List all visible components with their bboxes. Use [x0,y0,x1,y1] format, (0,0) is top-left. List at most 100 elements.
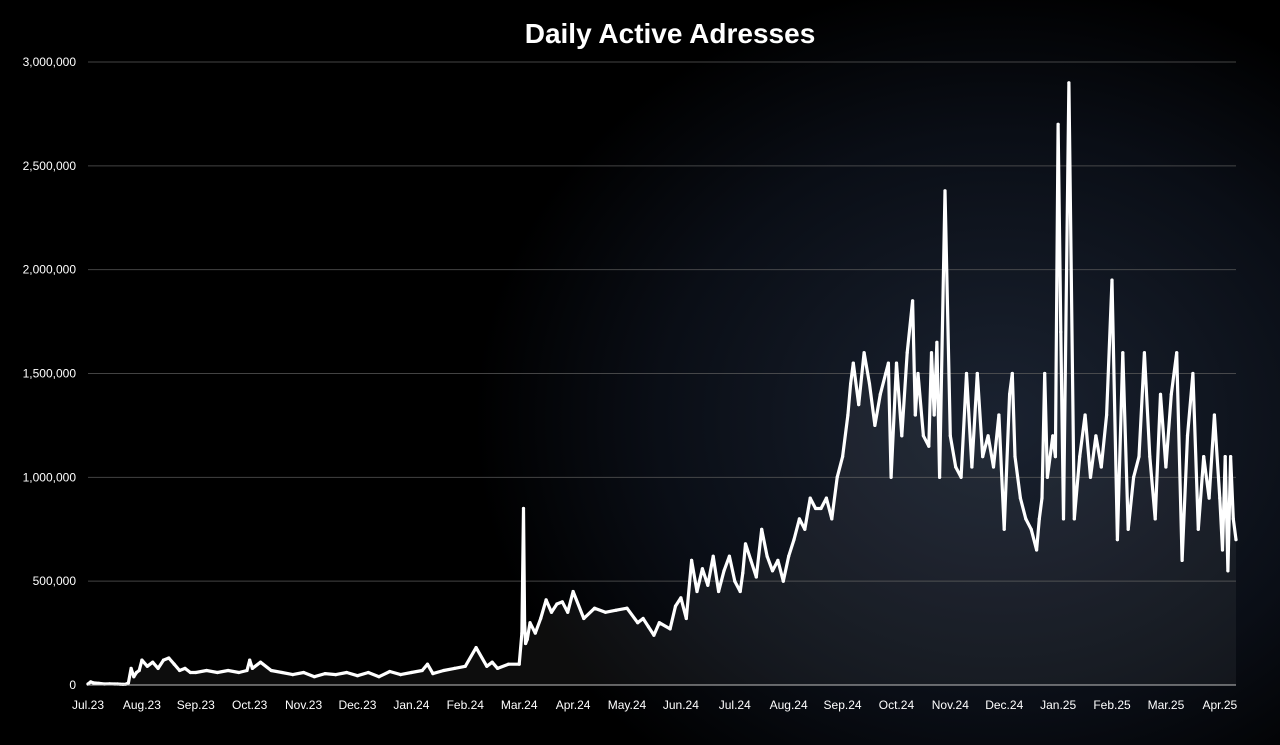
data-point-0-71 [555,602,559,606]
data-point-0-152 [997,413,1001,417]
data-point-0-204 [1234,538,1238,542]
data-point-0-38 [302,670,306,675]
data-point-0-82 [646,625,651,629]
x-tick-label-17: Dec.24 [985,698,1023,712]
data-point-0-87 [679,596,683,600]
data-point-0-138 [929,351,934,355]
data-point-0-58 [496,666,500,671]
data-point-0-96 [727,554,732,558]
x-tick-label-15: Oct.24 [879,698,915,712]
data-point-0-200 [1223,455,1227,459]
data-point-0-44 [366,670,370,675]
data-point-0-49 [420,668,424,673]
data-point-0-61 [520,631,524,635]
x-tick-label-7: Feb.24 [447,698,485,712]
data-point-0-126 [878,392,882,396]
data-point-0-160 [1035,548,1039,552]
data-point-0-11 [126,681,130,685]
data-point-0-186 [1153,517,1157,521]
y-tick-label-4: 2,000,000 [23,263,77,277]
data-point-0-26 [194,670,198,675]
data-point-0-47 [399,673,403,677]
data-point-0-46 [388,669,392,674]
x-tick-label-4: Nov.23 [285,698,322,712]
data-point-0-63 [523,621,527,625]
data-point-0-166 [1053,455,1057,459]
data-point-0-37 [291,673,295,677]
data-point-0-39 [312,675,316,679]
data-point-0-62 [521,506,526,511]
data-point-0-168 [1059,330,1063,334]
data-point-0-102 [754,575,758,579]
data-point-0-51 [431,672,435,676]
data-point-0-182 [1132,475,1136,479]
data-point-0-129 [889,475,893,479]
data-point-0-183 [1137,455,1141,459]
data-point-0-176 [1099,465,1103,469]
data-point-0-196 [1207,496,1211,500]
data-point-0-70 [549,610,554,614]
x-tick-label-5: Dec.23 [338,698,376,712]
data-point-0-151 [991,465,996,469]
data-point-0-199 [1220,548,1225,552]
data-point-0-42 [345,670,349,675]
x-tick-label-1: Aug.23 [123,698,161,712]
data-point-0-146 [964,371,969,376]
data-point-0-110 [797,517,802,521]
data-point-0-85 [668,627,672,631]
data-point-0-197 [1212,413,1216,417]
x-tick-label-20: Mar.25 [1148,698,1185,712]
data-point-0-184 [1142,351,1146,355]
data-point-0-165 [1051,434,1055,438]
data-point-0-179 [1115,538,1119,542]
data-point-0-143 [948,434,952,438]
data-point-0-111 [803,527,807,531]
data-point-0-109 [792,538,796,542]
data-point-0-132 [905,351,909,355]
chart-title: Daily Active Adresses [525,18,816,49]
data-point-0-190 [1175,351,1179,355]
y-tick-label-6: 3,000,000 [23,55,77,69]
data-point-0-148 [975,371,979,376]
data-point-0-149 [981,455,985,459]
data-point-0-145 [959,475,963,479]
data-point-0-89 [690,558,694,563]
data-point-0-154 [1008,392,1012,396]
data-point-0-105 [770,569,775,573]
data-point-0-198 [1218,496,1222,500]
gridlines [88,61,1236,582]
data-point-0-72 [560,600,564,604]
data-point-0-12 [129,666,133,671]
data-point-0-29 [226,668,230,673]
data-point-0-159 [1029,527,1033,531]
y-tick-label-0: 0 [69,678,76,692]
data-point-0-79 [625,606,629,610]
x-tick-label-0: Jul.23 [72,698,104,712]
data-point-0-67 [533,631,537,635]
data-point-0-43 [355,674,360,678]
data-point-0-22 [172,662,176,666]
data-point-0-163 [1043,371,1047,376]
data-point-0-167 [1056,122,1060,126]
data-point-0-113 [814,506,818,511]
data-point-0-171 [1072,517,1076,521]
data-point-0-14 [134,670,139,675]
data-point-0-147 [970,465,974,469]
data-point-0-48 [409,670,413,675]
data-point-0-31 [245,668,249,673]
data-point-0-125 [873,423,877,427]
data-point-0-173 [1083,413,1087,417]
x-tick-label-19: Feb.25 [1093,698,1131,712]
data-point-0-28 [215,670,219,675]
y-tick-label-5: 2,500,000 [23,159,77,173]
data-point-0-75 [582,616,586,621]
x-tick-label-3: Oct.23 [232,698,268,712]
data-point-0-84 [657,621,661,625]
data-point-0-134 [913,413,917,417]
data-point-0-201 [1226,569,1230,573]
x-tick-label-10: May.24 [608,698,647,712]
data-point-0-99 [741,571,745,575]
data-point-0-117 [835,475,839,479]
x-tick-label-8: Mar.24 [501,698,538,712]
data-point-0-192 [1185,434,1190,438]
